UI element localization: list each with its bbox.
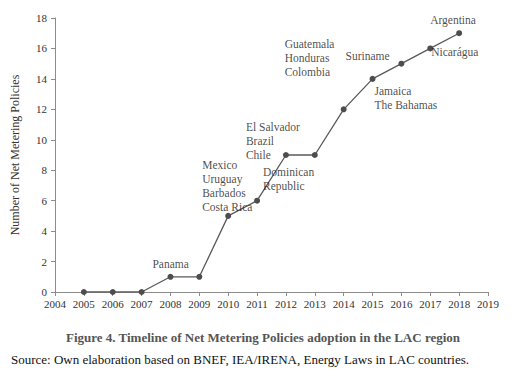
svg-text:14: 14 bbox=[36, 73, 48, 85]
svg-text:Figure 4. Timeline of Net Mete: Figure 4. Timeline of Net Metering Polic… bbox=[66, 330, 461, 345]
svg-text:2013: 2013 bbox=[304, 298, 327, 310]
svg-text:Dominican: Dominican bbox=[263, 166, 314, 178]
svg-text:16: 16 bbox=[36, 42, 48, 54]
svg-text:2008: 2008 bbox=[159, 298, 182, 310]
svg-text:Panama: Panama bbox=[152, 258, 188, 270]
svg-text:6: 6 bbox=[42, 195, 48, 207]
svg-text:2019: 2019 bbox=[477, 298, 500, 310]
svg-text:12: 12 bbox=[36, 103, 47, 115]
svg-text:2014: 2014 bbox=[333, 298, 356, 310]
svg-text:2012: 2012 bbox=[275, 298, 297, 310]
svg-text:Uruguay: Uruguay bbox=[202, 173, 242, 186]
svg-text:2006: 2006 bbox=[102, 298, 125, 310]
svg-text:Suriname: Suriname bbox=[346, 50, 390, 62]
svg-text:2011: 2011 bbox=[246, 298, 268, 310]
svg-text:Costa Rica: Costa Rica bbox=[202, 201, 252, 213]
svg-text:2004: 2004 bbox=[44, 298, 67, 310]
svg-text:2005: 2005 bbox=[73, 298, 96, 310]
svg-text:2: 2 bbox=[42, 256, 48, 268]
svg-text:8: 8 bbox=[42, 164, 48, 176]
svg-text:2016: 2016 bbox=[390, 298, 413, 310]
svg-text:2009: 2009 bbox=[188, 298, 211, 310]
svg-text:Nicarágua: Nicarágua bbox=[431, 46, 478, 59]
svg-text:2010: 2010 bbox=[217, 298, 240, 310]
svg-text:2017: 2017 bbox=[419, 298, 442, 310]
svg-text:2018: 2018 bbox=[448, 298, 471, 310]
svg-text:El Salvador: El Salvador bbox=[246, 121, 300, 133]
svg-text:Colombia: Colombia bbox=[285, 66, 330, 78]
svg-text:2015: 2015 bbox=[362, 298, 385, 310]
svg-text:Republic: Republic bbox=[263, 180, 305, 193]
svg-text:Brazil: Brazil bbox=[246, 135, 274, 147]
svg-text:0: 0 bbox=[42, 286, 48, 298]
svg-text:Barbados: Barbados bbox=[202, 187, 246, 199]
svg-text:Guatemala: Guatemala bbox=[285, 38, 335, 50]
svg-text:Argentina: Argentina bbox=[430, 14, 476, 27]
svg-text:2007: 2007 bbox=[131, 298, 154, 310]
svg-text:Chile: Chile bbox=[246, 149, 271, 161]
svg-text:Jamaica: Jamaica bbox=[374, 85, 411, 97]
svg-text:The Bahamas: The Bahamas bbox=[374, 99, 437, 111]
svg-text:18: 18 bbox=[36, 12, 48, 24]
svg-text:Honduras: Honduras bbox=[285, 52, 330, 64]
svg-text:4: 4 bbox=[42, 225, 48, 237]
svg-text:Source: Own elaboration based: Source: Own elaboration based on BNEF, I… bbox=[11, 352, 469, 367]
svg-text:10: 10 bbox=[36, 134, 48, 146]
svg-text:Number of Net Metering Policie: Number of Net Metering Policies bbox=[8, 74, 22, 235]
svg-text:Mexico: Mexico bbox=[202, 159, 237, 171]
